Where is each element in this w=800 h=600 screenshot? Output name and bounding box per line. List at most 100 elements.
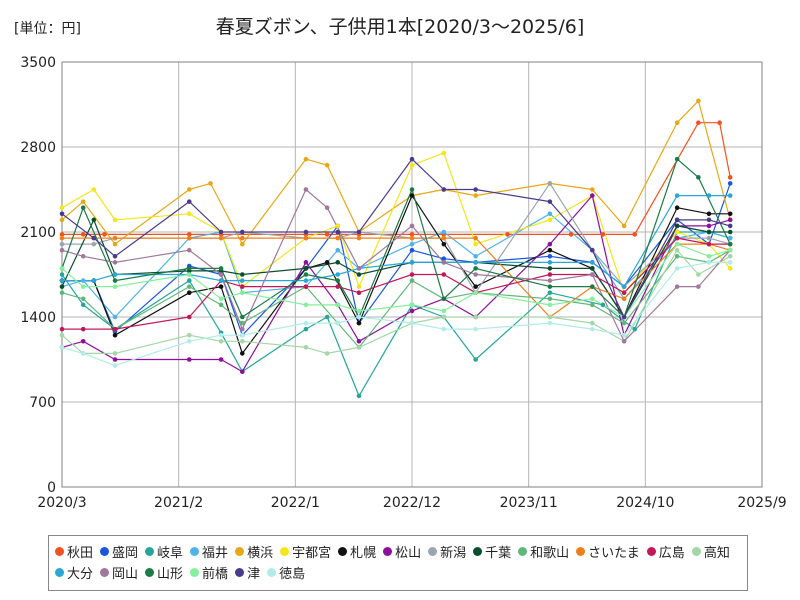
legend-marker	[235, 547, 245, 556]
data-point	[473, 284, 478, 289]
legend-marker	[518, 547, 528, 556]
legend-item: 秋田	[55, 541, 93, 562]
data-point	[706, 211, 712, 217]
data-point	[59, 205, 65, 211]
data-point	[547, 290, 553, 296]
data-point	[112, 272, 118, 277]
legend-item: 大分	[55, 562, 93, 583]
legend-marker	[55, 568, 64, 577]
data-point	[303, 326, 309, 332]
data-point	[240, 229, 245, 235]
series-line-4	[61, 100, 731, 245]
data-point	[112, 284, 118, 289]
data-point	[547, 247, 553, 253]
data-point	[112, 217, 118, 223]
data-point	[674, 229, 680, 235]
data-point	[218, 235, 224, 241]
legend-label: 松山	[395, 546, 422, 561]
legend-label: 横浜	[247, 546, 274, 561]
legend-label: 岡山	[112, 567, 139, 582]
x-tick-label: 2024/10	[616, 495, 674, 511]
x-axis-ticks: 2020/3 2021/2 2022/1 2022/12 2023/11 2024/10 2…	[37, 495, 786, 511]
legend-item: 徳島	[267, 562, 305, 583]
data-point	[186, 314, 192, 320]
data-point	[218, 296, 224, 302]
legend-label: 千葉	[485, 546, 512, 561]
data-point	[303, 260, 309, 265]
data-point	[547, 284, 553, 289]
data-point	[473, 235, 478, 241]
data-point	[621, 223, 627, 229]
data-point	[59, 272, 65, 277]
data-point	[80, 351, 86, 356]
data-point	[706, 193, 712, 198]
y-tick-label: 1400	[20, 310, 56, 326]
data-point	[727, 217, 733, 223]
data-point	[356, 338, 362, 344]
data-point	[706, 241, 712, 247]
data-point	[547, 260, 553, 265]
y-tick-label: 2100	[20, 225, 56, 241]
data-point	[303, 235, 309, 241]
data-point	[717, 120, 722, 126]
data-point	[441, 235, 447, 241]
data-point	[186, 338, 192, 344]
data-point	[727, 247, 733, 253]
legend-marker	[280, 547, 290, 556]
data-point	[59, 284, 65, 289]
data-point	[632, 232, 638, 237]
legend-label: 新潟	[440, 546, 467, 561]
data-point	[473, 290, 478, 296]
data-point	[356, 272, 362, 277]
legend-item: 千葉	[473, 541, 511, 562]
data-point	[335, 284, 341, 289]
data-point	[186, 272, 192, 277]
data-point	[706, 229, 712, 235]
legend-label: 山形	[157, 567, 184, 582]
data-point	[547, 217, 553, 223]
data-point	[696, 120, 701, 126]
legend-marker	[190, 568, 200, 577]
series-line-14	[62, 195, 731, 288]
legend-item: 和歌山	[518, 541, 569, 562]
legend-label: 大分	[67, 567, 94, 582]
data-point	[674, 284, 680, 289]
data-point	[59, 290, 65, 296]
data-point	[706, 217, 712, 223]
data-point	[112, 332, 118, 338]
data-point	[547, 278, 553, 283]
data-point	[473, 326, 478, 332]
data-point	[356, 320, 362, 326]
data-point	[240, 314, 245, 320]
data-point	[303, 302, 309, 308]
data-point	[441, 260, 447, 265]
data-point	[409, 272, 415, 277]
data-point	[91, 187, 97, 192]
data-point	[441, 272, 447, 277]
data-point	[303, 345, 309, 350]
data-point	[324, 260, 330, 265]
legend-label: 岐阜	[157, 546, 184, 561]
data-point	[335, 229, 341, 235]
data-point	[674, 266, 680, 271]
legend-label: 福井	[202, 546, 229, 561]
data-point	[218, 278, 224, 283]
data-point	[240, 278, 245, 283]
data-point	[473, 357, 478, 362]
data-point	[335, 223, 341, 229]
data-point	[59, 266, 65, 271]
legend-label: 徳島	[279, 567, 306, 582]
data-point	[240, 369, 245, 374]
data-point	[218, 302, 224, 308]
legend-marker	[473, 547, 483, 556]
data-point	[335, 302, 341, 308]
legend-marker	[145, 547, 155, 556]
legend-marker	[383, 547, 393, 556]
legend-marker	[691, 547, 701, 556]
data-point	[473, 266, 478, 271]
legend-item: 高知	[691, 541, 730, 562]
data-point	[186, 278, 192, 283]
legend-label: 広島	[658, 546, 685, 561]
data-point	[59, 211, 65, 217]
data-point	[112, 278, 118, 283]
